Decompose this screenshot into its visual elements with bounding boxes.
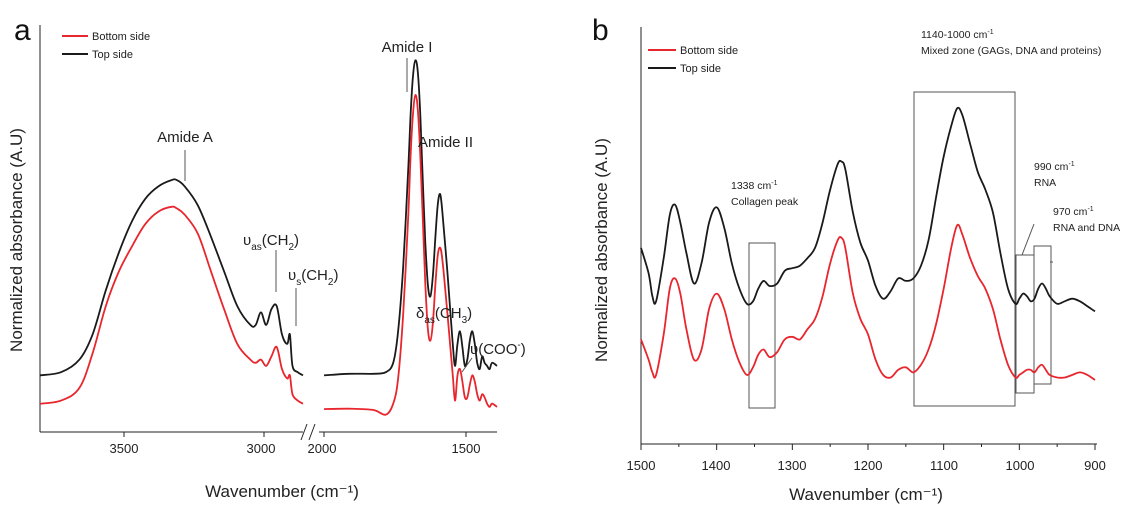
panel-a-xlabel: Wavenumber (cm⁻¹)	[205, 482, 359, 501]
annotation-vs-ch2-symbol: υ	[288, 267, 296, 284]
leader-rna	[1021, 223, 1035, 256]
panel-b-xlabel: Wavenumber (cm⁻¹)	[789, 485, 943, 504]
annotation-coo-end: )	[521, 341, 526, 358]
panel-a-axis-break-mark	[300, 423, 308, 441]
panel-a-series-top-side-left	[39, 178, 304, 377]
annotation-collagen-wavenumber-sup: -1	[771, 180, 777, 187]
panel-b-xtick-label: 900	[1084, 458, 1106, 473]
panel-b-ylabel: Normalized absorbance (A.U)	[592, 138, 611, 362]
annotation-coo-sup: -	[517, 340, 520, 351]
panel-a-series-bottom-side-right	[323, 94, 498, 416]
panel-b-xtick-label: 1100	[930, 458, 958, 473]
annotation-amide-a: Amide A	[157, 129, 213, 146]
annotation-collagen-wavenumber: 1338 cm-1	[731, 180, 778, 192]
panel-b-xtick-label: 1400	[702, 458, 731, 473]
panel-b-xtick-label: 1200	[854, 458, 883, 473]
annotation-collagen-wavenumber-text: 1338 cm	[731, 180, 772, 192]
panel-a-xtick-label: 2000	[308, 441, 337, 456]
annotation-vs-ch2: υs(CH2)	[288, 267, 338, 288]
annotation-das-ch3-sub2: 3	[462, 315, 468, 326]
annotation-das-ch3-end: )	[467, 305, 472, 322]
annotation-rna-dna-wavenumber-text: 970 cm	[1053, 206, 1088, 218]
panel-b-xticks	[640, 444, 1096, 450]
annotation-coo-text: υ(COO	[470, 341, 517, 358]
annotation-das-ch3: δas(CH3)	[416, 305, 472, 326]
box-rna-dna	[1033, 245, 1052, 385]
annotation-vs-ch2-mid: (CH	[301, 267, 328, 284]
panel-a-ylabel: Normalized absorbance (A.U)	[7, 128, 26, 352]
annotation-das-ch3-sub: as	[424, 315, 435, 326]
box-mixed-zone	[913, 91, 1016, 407]
annotation-coo: υ(COO-)	[470, 340, 526, 358]
panel-b: Normalized absorbance (A.U) 1500 1400 13…	[592, 27, 1120, 504]
annotation-vas-ch2-end: )	[294, 232, 299, 249]
panel-a-series-bottom-side-left	[39, 205, 304, 405]
panel-b-xtick-label: 1000	[1006, 458, 1035, 473]
panel-a-series-top-side-right	[323, 59, 498, 377]
box-rna	[1015, 254, 1035, 394]
panel-b-xtick-label: 1500	[627, 458, 656, 473]
annotation-amide-ii: Amide II	[418, 134, 473, 151]
annotation-das-ch3-symbol: δ	[416, 305, 424, 322]
panel-a-xtick-label: 3500	[110, 441, 139, 456]
annotation-mixed-zone: Mixed zone (GAGs, DNA and proteins)	[921, 45, 1101, 57]
annotation-mixed-zone-range-text: 1140-1000 cm	[921, 29, 988, 41]
annotation-mixed-zone-range-sup: -1	[987, 29, 993, 36]
annotation-vs-ch2-end: )	[333, 267, 338, 284]
annotation-rna: RNA	[1034, 177, 1056, 189]
panel-b-legend-top-side: Top side	[680, 63, 721, 75]
annotation-vas-ch2-mid: (CH	[262, 232, 289, 249]
annotation-rna-wavenumber: 990 cm-1	[1034, 161, 1075, 173]
annotation-rna-dna: RNA and DNA	[1053, 222, 1120, 234]
panel-a-xtick-label: 1500	[452, 441, 481, 456]
annotation-rna-wavenumber-text: 990 cm	[1034, 161, 1069, 173]
panel-b-series-top-side	[640, 106, 1096, 313]
annotation-das-ch3-mid: (CH	[435, 305, 462, 322]
annotation-rna-dna-wavenumber-sup: -1	[1087, 206, 1093, 213]
panel-a: Normalized absorbance (A.U) 3500 3000 20…	[7, 25, 526, 501]
annotation-rna-wavenumber-sup: -1	[1068, 161, 1074, 168]
annotation-coo-leader	[461, 357, 473, 373]
annotation-vs-ch2-sub: s	[296, 277, 301, 288]
annotation-vas-ch2-sub: as	[251, 242, 262, 253]
annotation-amide-i: Amide I	[382, 39, 433, 56]
annotation-vas-ch2-sub2: 2	[288, 242, 294, 253]
annotation-collagen-peak: Collagen peak	[731, 196, 799, 208]
panel-b-series-bottom-side	[640, 223, 1096, 381]
annotation-vas-ch2: υas(CH2)	[243, 232, 299, 253]
panel-letter-b: b	[592, 14, 609, 47]
panel-letter-a: a	[14, 14, 31, 47]
panel-a-legend-bottom-side: Bottom side	[92, 31, 150, 43]
annotation-mixed-zone-range: 1140-1000 cm-1	[921, 29, 994, 41]
panel-b-legend-bottom-side: Bottom side	[680, 45, 738, 57]
panel-b-xtick-label: 1300	[778, 458, 807, 473]
panel-a-xtick-label: 3000	[247, 441, 276, 456]
panel-a-axis-break-mark	[308, 423, 316, 441]
annotation-rna-dna-wavenumber: 970 cm-1	[1053, 206, 1094, 218]
box-collagen-peak	[748, 242, 776, 409]
panel-a-legend-top-side: Top side	[92, 49, 133, 61]
annotation-vs-ch2-sub2: 2	[328, 277, 334, 288]
annotation-vas-ch2-symbol: υ	[243, 232, 251, 249]
